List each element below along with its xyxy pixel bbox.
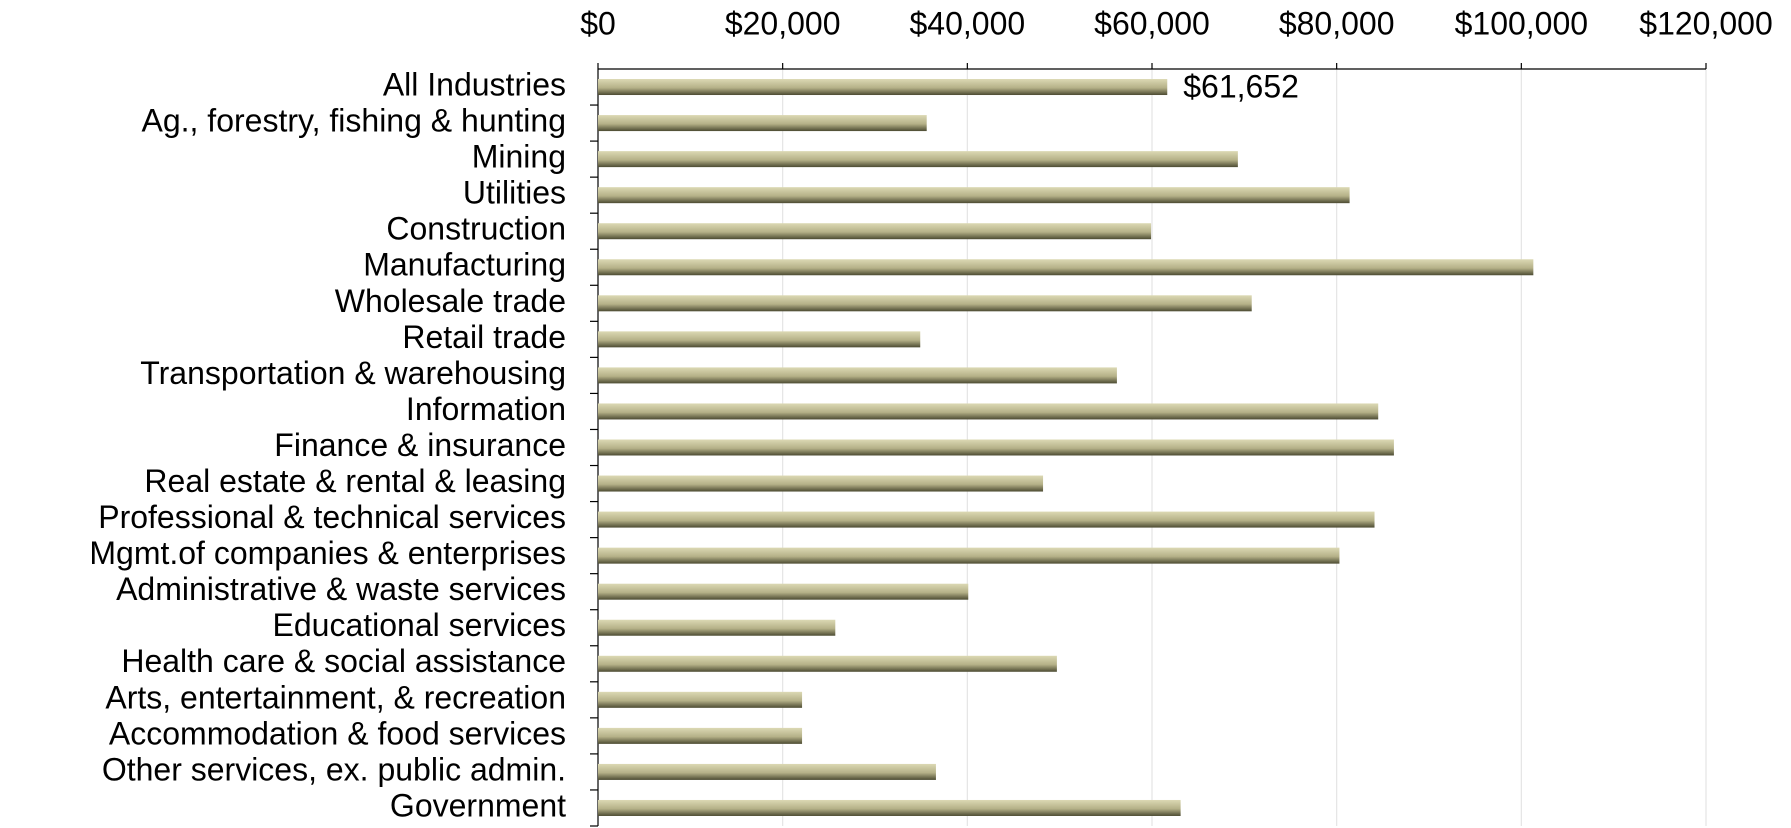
bar xyxy=(598,511,1375,528)
y-tick-label: Educational services xyxy=(273,607,566,643)
bar xyxy=(598,151,1238,168)
bar xyxy=(598,439,1394,456)
bar xyxy=(598,763,936,780)
y-tick-label: Mgmt.of companies & enterprises xyxy=(89,535,566,571)
bar xyxy=(598,799,1181,816)
y-tick-label: Professional & technical services xyxy=(98,499,566,535)
x-tick-label: $120,000 xyxy=(1639,5,1772,41)
x-tick-label: $60,000 xyxy=(1094,5,1210,41)
bar xyxy=(598,655,1057,672)
bar xyxy=(598,475,1044,492)
bar xyxy=(598,619,836,636)
y-tick-label: Ag., forestry, fishing & hunting xyxy=(141,103,566,139)
data-label: $61,652 xyxy=(1183,68,1299,104)
y-tick-label: Construction xyxy=(386,211,566,247)
y-tick-label: Administrative & waste services xyxy=(116,571,566,607)
bar xyxy=(598,259,1534,276)
y-tick-label: Mining xyxy=(472,139,566,175)
y-tick-label: Real estate & rental & leasing xyxy=(144,463,566,499)
bar xyxy=(598,223,1152,240)
y-tick-label: Arts, entertainment, & recreation xyxy=(105,679,566,715)
x-tick-label: $20,000 xyxy=(725,5,841,41)
x-tick-label: $100,000 xyxy=(1455,5,1588,41)
bar xyxy=(598,727,803,744)
bar xyxy=(598,367,1117,384)
y-tick-label: Health care & social assistance xyxy=(121,643,566,679)
bar xyxy=(598,187,1350,204)
x-tick-label: $40,000 xyxy=(909,5,1025,41)
x-tick-label: $0 xyxy=(580,5,616,41)
y-tick-label: Retail trade xyxy=(402,319,566,355)
y-tick-label: Accommodation & food services xyxy=(109,715,566,751)
bar xyxy=(598,691,803,708)
y-tick-label: Government xyxy=(390,787,566,823)
y-tick-label: Manufacturing xyxy=(363,247,566,283)
y-tick-label: All Industries xyxy=(383,66,566,102)
bar xyxy=(598,115,927,132)
y-tick-label: Wholesale trade xyxy=(335,283,566,319)
bar xyxy=(598,547,1340,564)
bar xyxy=(598,331,921,348)
y-tick-label: Information xyxy=(406,391,566,427)
x-tick-label: $80,000 xyxy=(1279,5,1395,41)
y-tick-label: Utilities xyxy=(463,175,566,211)
bar xyxy=(598,403,1379,420)
bar xyxy=(598,295,1252,312)
y-tick-label: Other services, ex. public admin. xyxy=(102,751,566,787)
y-tick-label: Finance & insurance xyxy=(274,427,566,463)
bar xyxy=(598,583,969,600)
y-tick-label: Transportation & warehousing xyxy=(140,355,566,391)
bar xyxy=(598,79,1168,96)
